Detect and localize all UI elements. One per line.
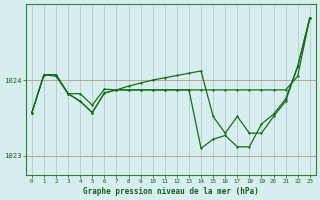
X-axis label: Graphe pression niveau de la mer (hPa): Graphe pression niveau de la mer (hPa)	[83, 187, 259, 196]
